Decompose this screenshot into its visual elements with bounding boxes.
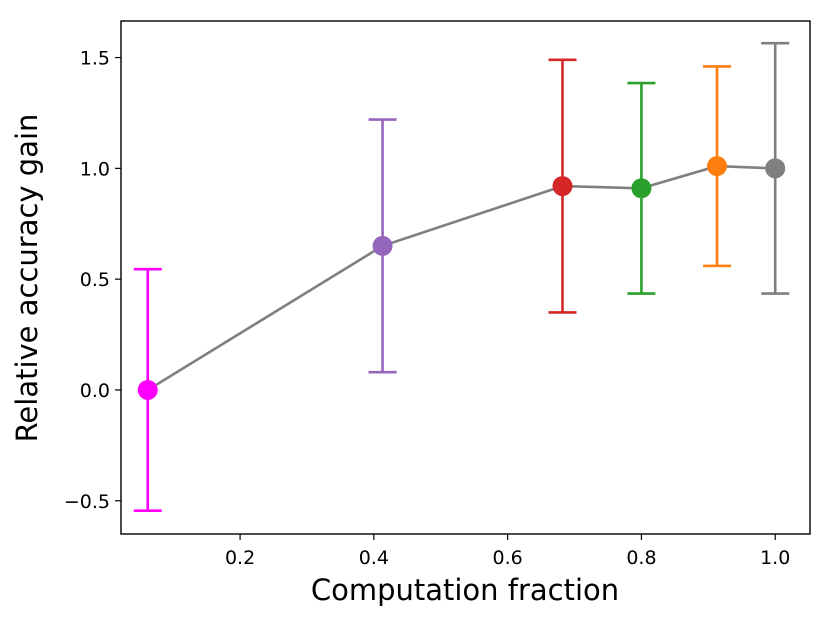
x-tick-label: 0.6 [493,547,523,569]
y-axis-label: Relative accuracy gain [10,114,44,443]
plot-area [121,21,810,534]
y-tick-label: 0.5 [80,269,110,291]
plot-frame [120,20,811,535]
data-point [137,379,158,400]
data-point [765,158,786,179]
data-point [707,156,728,177]
point-layer [137,156,786,400]
data-point [372,235,393,256]
data-point [631,178,652,199]
y-tick-label: −0.5 [64,491,110,513]
ticks-layer: 0.2 0.4 0.6 0.8 1.0 −0.5 0.0 0.5 1.0 1.5 [64,48,790,569]
x-tick-label: 1.0 [760,547,790,569]
x-tick-label: 0.8 [626,547,656,569]
x-tick-label: 0.4 [359,547,389,569]
x-tick-label: 0.2 [225,547,255,569]
x-axis-label: Computation fraction [311,573,619,607]
y-tick-label: 1.5 [80,48,110,70]
data-point [552,176,573,197]
y-tick-label: 1.0 [80,158,110,180]
y-tick-label: 0.0 [80,380,110,402]
